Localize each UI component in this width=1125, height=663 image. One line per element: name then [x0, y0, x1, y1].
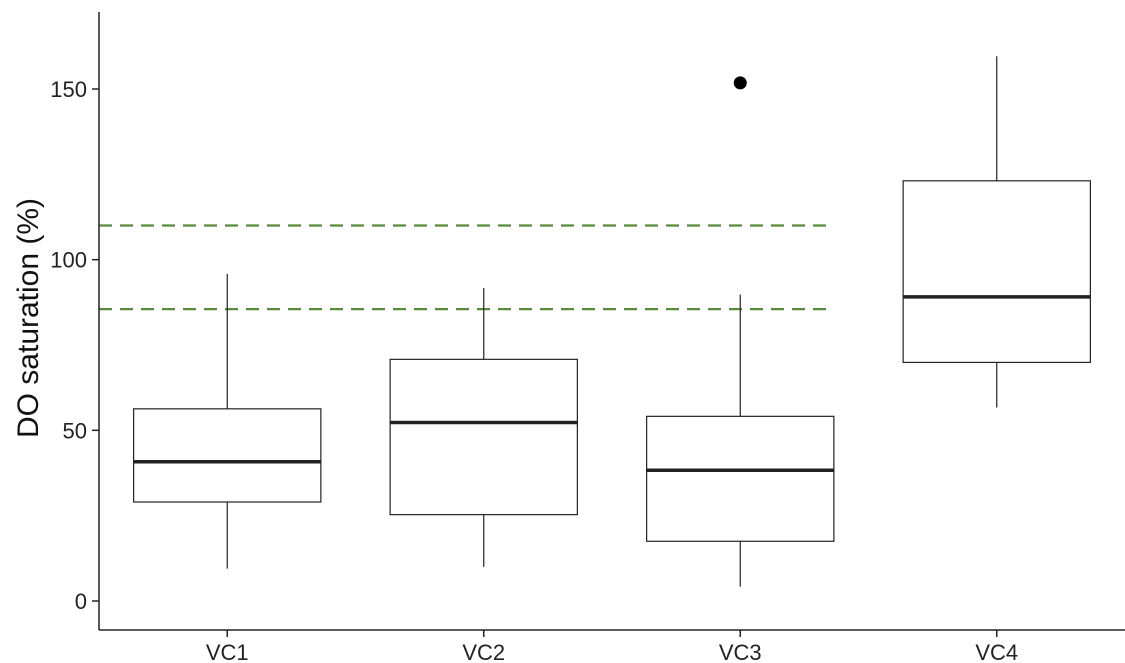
- y-tick-label: 100: [50, 248, 87, 273]
- x-tick-label: VC2: [462, 640, 505, 663]
- interquartile-box: [389, 358, 578, 516]
- y-axis-title: DO saturation (%): [12, 198, 45, 438]
- y-tick-label: 50: [63, 418, 87, 443]
- box-plot-series: [133, 56, 1091, 587]
- interquartile-box: [646, 415, 835, 542]
- y-axis-ticks: 0 50 100 150: [50, 77, 99, 614]
- reference-lines: [99, 224, 834, 311]
- y-tick-label: 0: [75, 589, 87, 614]
- interquartile-box: [902, 180, 1091, 364]
- x-tick-label: VC1: [206, 640, 249, 663]
- box-vc3: [646, 76, 835, 587]
- box-vc4: [902, 56, 1091, 408]
- x-axis-ticks: VC1 VC2 VC3 VC4: [206, 630, 1018, 663]
- outlier-point: [733, 76, 747, 90]
- y-tick-label: 150: [50, 77, 87, 102]
- interquartile-box: [133, 408, 322, 503]
- box-vc2: [389, 287, 578, 567]
- x-tick-label: VC3: [719, 640, 762, 663]
- axes: [98, 12, 1125, 631]
- x-tick-label: VC4: [975, 640, 1018, 663]
- box-vc1: [133, 274, 322, 569]
